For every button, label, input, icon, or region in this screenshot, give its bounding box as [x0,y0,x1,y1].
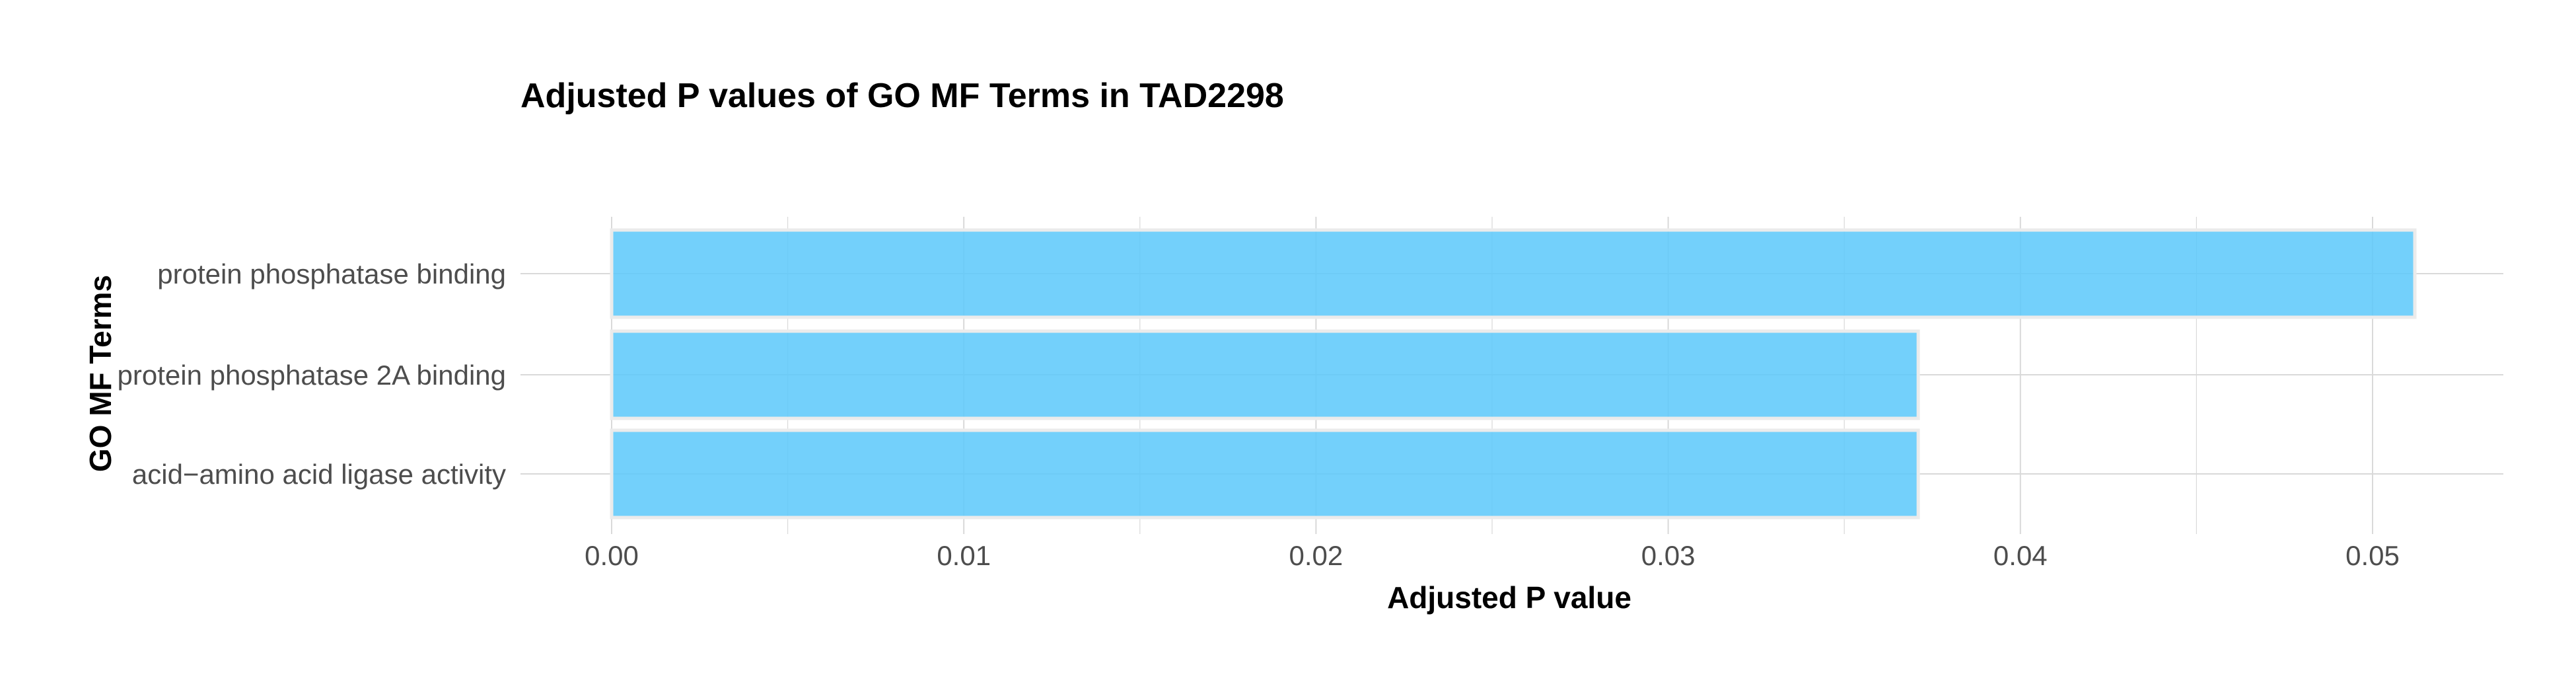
bar [610,329,1920,420]
y-tick-label: protein phosphatase binding [157,258,506,289]
y-axis-title: GO MF Terms [83,275,118,472]
x-tick-label: 0.05 [2345,540,2400,571]
x-tick-label: 0.03 [1641,540,1696,571]
x-tick-label: 0.01 [937,540,991,571]
bars [610,228,2417,520]
y-tick-label: acid−amino acid ligase activity [132,459,506,490]
y-tick-label: protein phosphatase 2A binding [118,360,506,391]
bar [610,228,2417,319]
x-tick-label: 0.02 [1289,540,1343,571]
x-axis-title: Adjusted P value [1387,580,1631,615]
x-tick-label: 0.04 [1993,540,2048,571]
x-tick-label: 0.00 [585,540,639,571]
y-tick-labels: protein phosphatase binding protein phosp… [118,258,506,490]
bar [610,428,1920,520]
x-tick-labels: 0.00 0.01 0.02 0.03 0.04 0.05 [585,540,2400,571]
chart-title: Adjusted P values of GO MF Terms in TAD2… [520,77,1284,115]
